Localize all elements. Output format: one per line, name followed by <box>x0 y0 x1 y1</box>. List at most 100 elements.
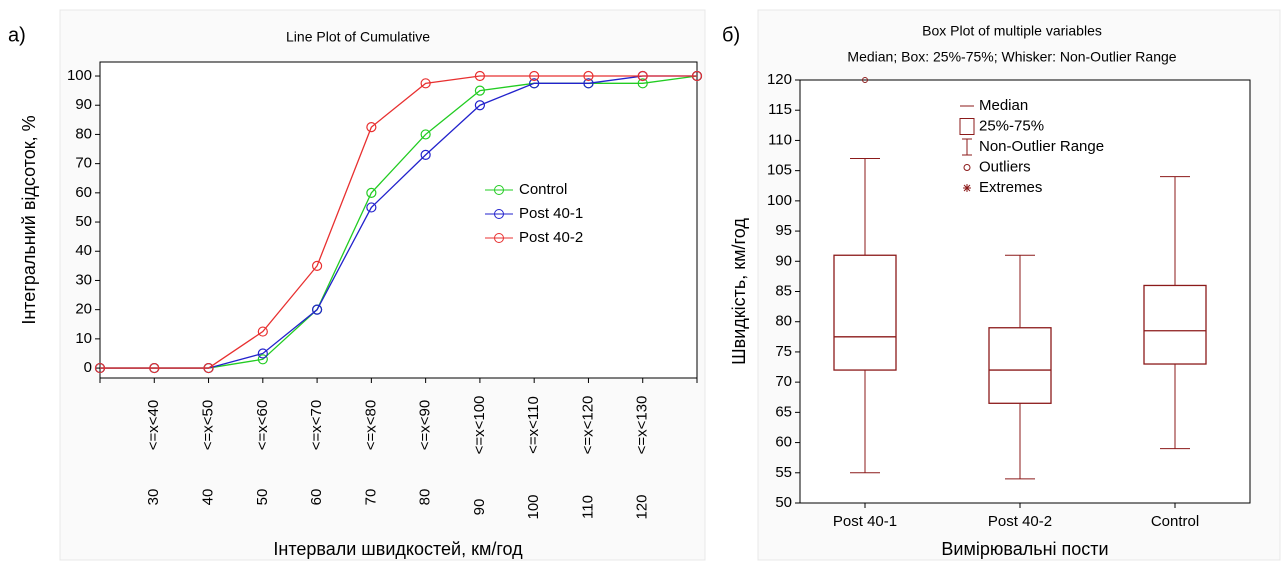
data-point <box>529 70 540 82</box>
y-tick-label: 10 <box>75 330 92 347</box>
x-tick-label: 90 <box>471 499 488 516</box>
data-point <box>420 149 431 160</box>
legend-whisker <box>962 138 972 156</box>
legend-label: Control <box>519 181 567 198</box>
y-tick-label: 20 <box>75 301 92 318</box>
x-tick-label: <=x<100 <box>471 396 488 455</box>
x-tick-label: 50 <box>254 489 271 506</box>
y-tick-label: 30 <box>75 271 92 288</box>
data-point <box>311 304 323 315</box>
y-tick-label: 80 <box>775 313 792 330</box>
outlier <box>862 77 868 83</box>
legend-label: Outliers <box>979 158 1031 175</box>
x-tick-label: Post 40-1 <box>833 513 897 530</box>
data-point <box>474 100 486 111</box>
series-line <box>100 75 697 369</box>
box <box>833 254 897 371</box>
x-tick-label: <=x<120 <box>579 396 596 455</box>
data-point <box>149 362 160 374</box>
x-tick-label: <=x<50 <box>200 400 217 450</box>
data-point <box>583 78 594 89</box>
y-tick-label: 80 <box>75 125 92 142</box>
x-tick-label: 120 <box>634 494 651 519</box>
x-tick-label: Post 40-2 <box>988 513 1052 530</box>
data-point <box>257 348 268 359</box>
x-tick-label: <=x<40 <box>145 400 162 450</box>
legend-label: 25%-75% <box>979 117 1044 134</box>
data-point <box>94 362 106 374</box>
x-tick-label: <=x<90 <box>417 400 434 450</box>
legend-label: Post 40-1 <box>519 205 583 222</box>
chart-subtitle: Median; Box: 25%-75%; Whisker: Non-Outli… <box>847 49 1176 65</box>
y-tick-label: 110 <box>768 131 792 148</box>
y-tick-label: 40 <box>75 242 92 259</box>
legend-outlier <box>963 164 971 171</box>
x-tick-label: 40 <box>200 489 217 506</box>
data-point <box>637 78 648 89</box>
data-point <box>529 78 540 89</box>
x-tick-label: <=x<80 <box>362 400 379 450</box>
y-tick-label: 105 <box>767 162 792 179</box>
x-axis-label: Інтервали швидкостей, км/год <box>273 539 523 559</box>
y-tick-label: 95 <box>775 222 792 239</box>
x-tick-label: 80 <box>417 489 434 506</box>
y-tick-label: 55 <box>775 464 792 481</box>
x-tick-label: <=x<60 <box>254 400 271 450</box>
chart-title: Box Plot of multiple variables <box>922 23 1102 39</box>
legend-extreme <box>963 184 971 192</box>
data-point <box>311 260 323 271</box>
y-tick-label: 115 <box>768 101 792 118</box>
box <box>1143 284 1207 365</box>
x-axis-label: Вимірювальні пости <box>941 539 1108 559</box>
data-point <box>366 122 377 133</box>
data-point <box>257 326 268 337</box>
y-tick-label: 120 <box>767 71 792 88</box>
panel-label: б) <box>722 24 740 46</box>
legend-box <box>959 118 975 135</box>
y-tick-label: 60 <box>75 184 92 201</box>
x-tick-label: 30 <box>145 489 162 506</box>
data-point <box>366 202 377 213</box>
x-tick-label: Control <box>1151 513 1199 530</box>
y-axis-label: Інтегральний відсоток, % <box>19 115 39 324</box>
x-tick-label: <=x<70 <box>308 400 325 450</box>
x-tick-label: <=x<130 <box>634 396 651 455</box>
y-tick-label: 90 <box>775 252 792 269</box>
y-tick-label: 0 <box>84 359 92 376</box>
y-tick-label: 70 <box>75 155 92 172</box>
y-tick-label: 100 <box>767 192 792 209</box>
y-tick-label: 50 <box>75 213 92 230</box>
panel-label: а) <box>8 24 26 46</box>
chart-title: Line Plot of Cumulative <box>286 29 430 45</box>
y-tick-label: 70 <box>775 373 792 390</box>
y-tick-label: 50 <box>775 494 792 511</box>
data-point <box>474 85 486 96</box>
legend-label: Post 40-2 <box>519 229 583 246</box>
data-point <box>257 354 268 365</box>
y-tick-label: 100 <box>67 67 92 84</box>
box <box>988 327 1052 404</box>
y-tick-label: 85 <box>775 282 792 299</box>
x-tick-label: 110 <box>579 495 596 519</box>
y-axis-label: Швидкість, км/год <box>729 218 749 365</box>
legend-label: Extremes <box>979 179 1042 196</box>
data-point <box>583 70 594 82</box>
data-point <box>420 129 431 140</box>
y-tick-label: 90 <box>75 96 92 113</box>
legend-marker <box>494 209 504 219</box>
data-point <box>203 362 214 374</box>
legend-label: Median <box>979 97 1028 114</box>
x-tick-label: 60 <box>308 489 325 506</box>
data-point <box>420 78 431 89</box>
data-point <box>691 70 703 82</box>
data-point <box>366 187 377 198</box>
data-point <box>474 70 486 82</box>
plot-area <box>99 61 698 379</box>
legend-label: Non-Outlier Range <box>979 138 1104 155</box>
legend-marker <box>494 233 504 243</box>
y-tick-label: 65 <box>775 403 792 420</box>
x-tick-label: 100 <box>525 494 542 519</box>
data-point <box>637 70 648 82</box>
y-tick-label: 75 <box>775 343 792 360</box>
